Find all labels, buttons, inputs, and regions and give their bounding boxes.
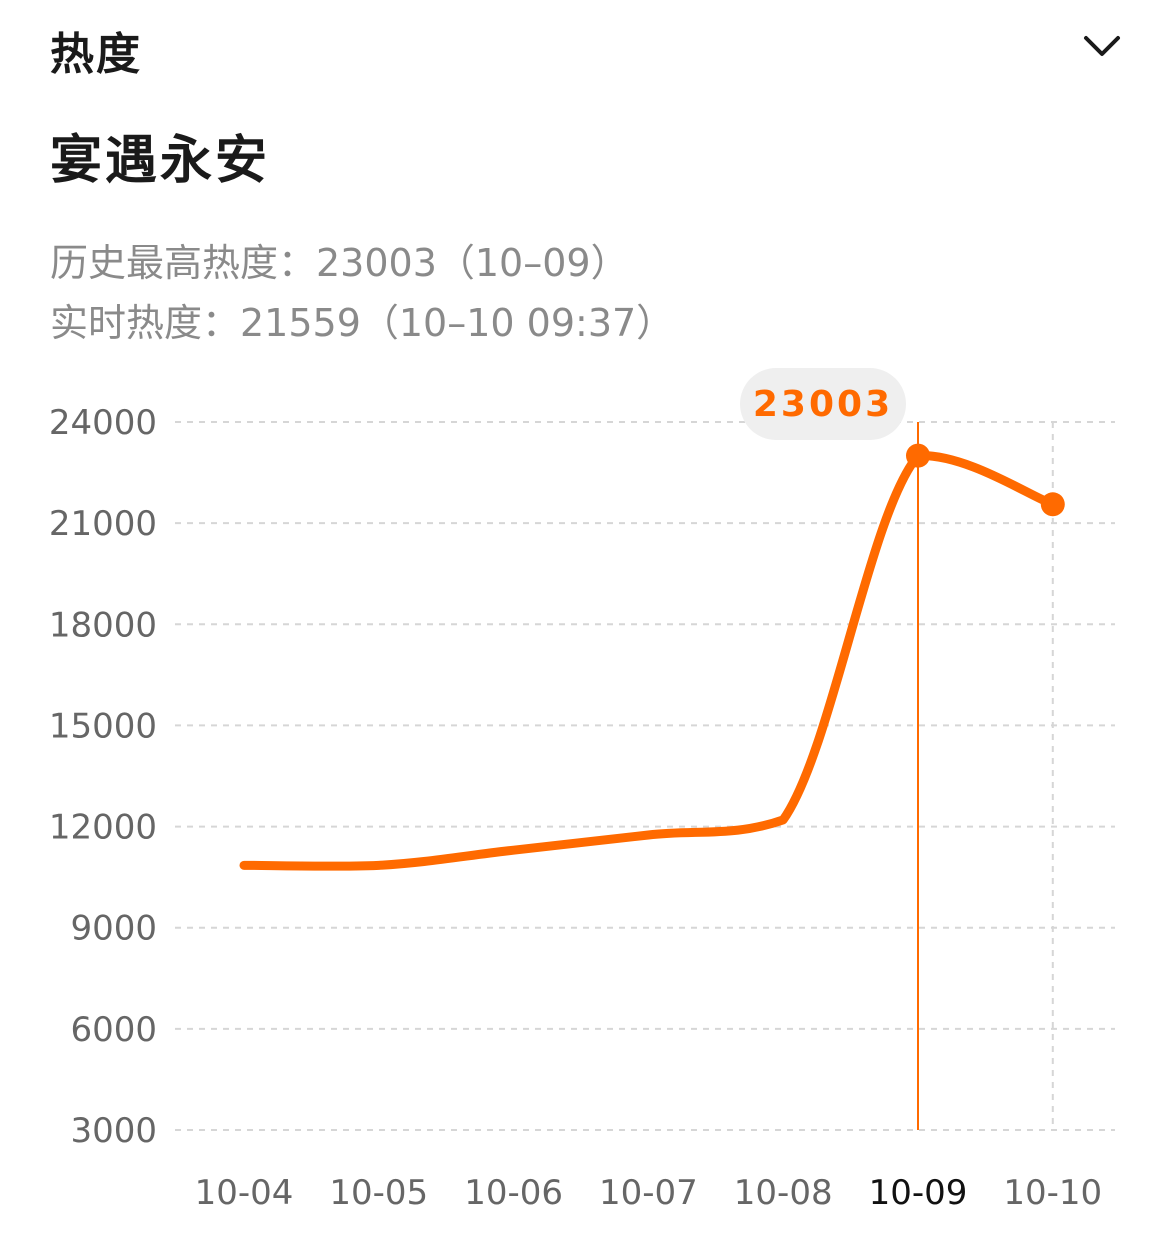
x-tick-label: 10-08 (734, 1173, 833, 1213)
peak-point-marker[interactable] (906, 443, 930, 468)
y-tick-label: 18000 (49, 605, 157, 645)
chevron-down-icon[interactable] (1078, 28, 1126, 64)
heat-series-line (239, 451, 1058, 871)
y-tick-label: 24000 (49, 403, 157, 443)
latest-point-marker[interactable] (1040, 492, 1065, 517)
x-tick-label: 10-10 (1003, 1173, 1102, 1213)
header: 热度 (50, 14, 1130, 80)
value-tooltip-label: 23003 (753, 384, 893, 425)
y-tick-label: 9000 (70, 909, 157, 949)
x-tick-label: 10-09 (869, 1173, 968, 1213)
y-tick-label: 6000 (70, 1010, 157, 1050)
y-tick-label: 15000 (49, 706, 157, 746)
live-heat-stat: 实时热度：21559（10–10 09:37） (50, 301, 675, 345)
x-tick-label: 10-05 (329, 1173, 428, 1213)
peak-heat-stat: 历史最高热度：23003（10–09） (50, 241, 629, 285)
y-tick-label: 3000 (70, 1111, 157, 1151)
x-tick-label: 10-06 (464, 1173, 563, 1213)
y-tick-label: 21000 (49, 504, 157, 544)
value-tooltip (740, 368, 906, 440)
x-tick-label: 10-07 (599, 1173, 698, 1213)
y-tick-label: 12000 (49, 808, 157, 848)
section-title: 热度 (50, 29, 142, 80)
x-tick-label: 10-04 (195, 1173, 294, 1213)
topic-title: 宴遇永安 (50, 131, 271, 191)
